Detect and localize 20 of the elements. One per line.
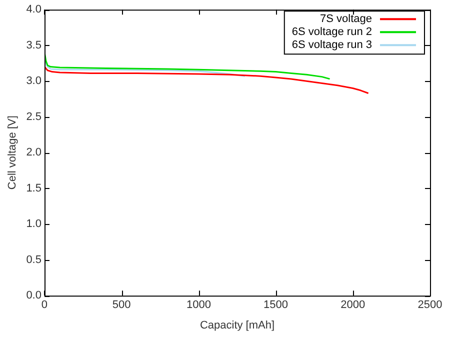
- y-tick-label: 2.0: [26, 146, 42, 159]
- y-tick-label: 0.0: [26, 290, 42, 302]
- y-tick-label: 3.5: [26, 39, 42, 52]
- y-tick-label: 1.5: [26, 182, 42, 194]
- x-tick-label: 1000: [186, 299, 211, 312]
- y-tick-label: 3.0: [26, 75, 42, 88]
- y-axis-title: Cell voltage [V]: [6, 116, 19, 190]
- y-tick-label: 0.5: [26, 254, 42, 266]
- x-axis-title: Capacity [mAh]: [200, 319, 275, 332]
- x-tick-label: 1500: [264, 299, 288, 312]
- x-tick-label: 0: [41, 299, 48, 312]
- x-tick-label: 2000: [340, 299, 366, 312]
- legend-label: 6S voltage run 3: [292, 39, 372, 52]
- legend-label: 6S voltage run 2: [292, 26, 372, 38]
- y-tick-label: 4.0: [26, 4, 42, 16]
- x-tick-label: 500: [112, 299, 131, 312]
- x-tick-label: 2500: [418, 299, 442, 312]
- y-tick-label: 2.5: [26, 110, 42, 123]
- legend-label: 7S voltage: [320, 13, 372, 26]
- y-tick-label: 1.0: [26, 218, 42, 230]
